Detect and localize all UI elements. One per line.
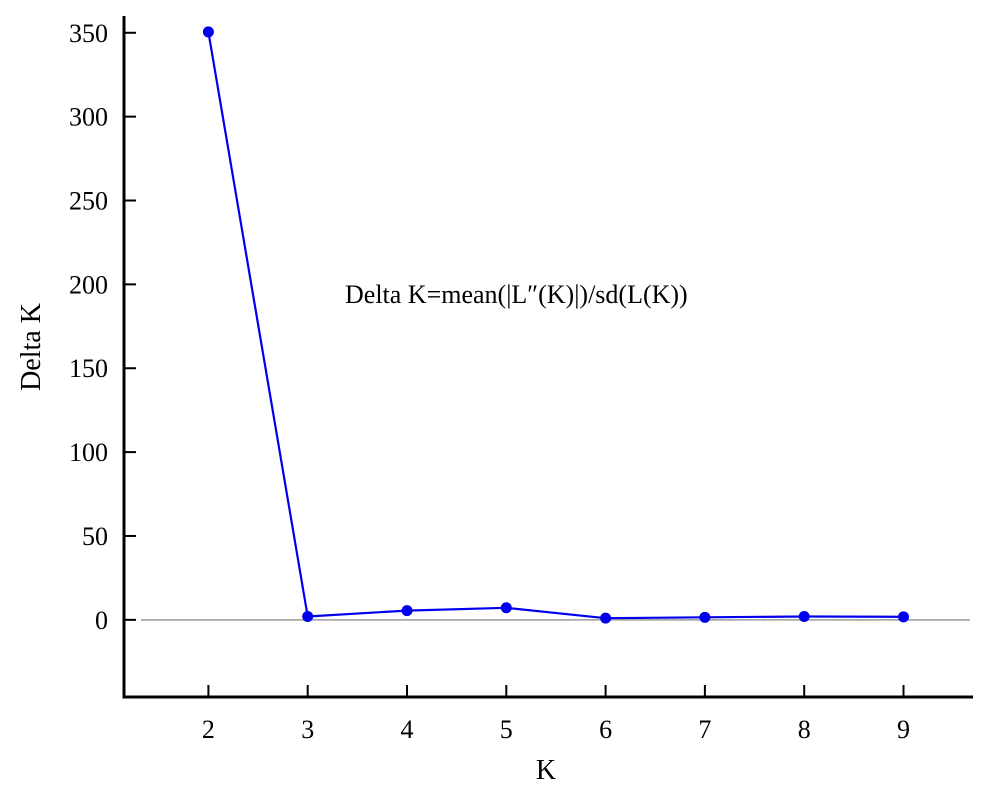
x-tick-label: 5 xyxy=(500,715,513,744)
data-point xyxy=(600,612,612,624)
x-tick-label: 2 xyxy=(202,715,215,744)
x-tick-label: 8 xyxy=(798,715,811,744)
x-tick-label: 4 xyxy=(401,715,414,744)
data-point xyxy=(699,611,711,623)
y-axis-title: Delta K xyxy=(16,303,47,391)
x-tick-label: 9 xyxy=(897,715,910,744)
series-line xyxy=(207,31,904,620)
y-tick-label: 250 xyxy=(69,187,108,216)
y-tick-label: 300 xyxy=(69,103,108,132)
data-point xyxy=(897,611,909,623)
ticks: 0 50 100 150 200 250 300 350 2 3 4 5 6 7 8 9 xyxy=(69,19,910,744)
data-point xyxy=(500,602,512,614)
y-tick-label: 350 xyxy=(69,19,108,48)
data-point xyxy=(202,26,214,38)
x-tick-label: 7 xyxy=(698,715,711,744)
x-tick-label: 3 xyxy=(301,715,314,744)
data-point xyxy=(401,605,413,617)
y-tick-label: 200 xyxy=(69,270,108,299)
x-tick-label: 6 xyxy=(599,715,612,744)
data-point xyxy=(302,610,314,622)
axes xyxy=(122,16,973,699)
y-tick-label: 50 xyxy=(82,522,108,551)
data-point xyxy=(798,610,810,622)
y-tick-label: 150 xyxy=(69,354,108,383)
x-axis-title: K xyxy=(536,755,556,786)
y-tick-label: 0 xyxy=(95,606,108,635)
series xyxy=(202,26,909,624)
formula-annotation: Delta K=mean(|L″(K)|)/sd(L(K)) xyxy=(345,280,688,309)
y-tick-label: 100 xyxy=(69,438,108,467)
